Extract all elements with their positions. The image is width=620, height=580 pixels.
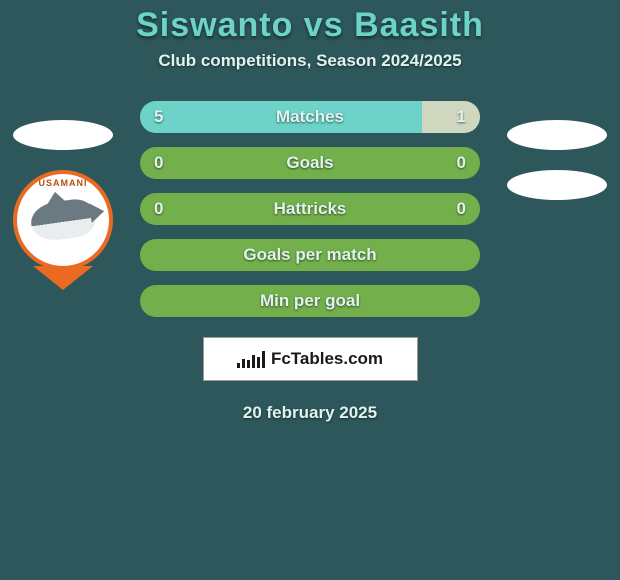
stat-right-value: 0 — [457, 153, 466, 173]
date-label: 20 february 2025 — [0, 403, 620, 423]
club-badge: USAMANI — [13, 170, 113, 280]
brand-text: FcTables.com — [271, 349, 383, 369]
page-title: Siswanto vs Baasith — [0, 6, 620, 45]
right-player-column — [502, 120, 612, 200]
brand-bar — [242, 359, 245, 368]
stat-label: Min per goal — [260, 291, 360, 311]
badge-fin-icon — [45, 190, 66, 205]
stat-fill-right — [422, 101, 480, 133]
stat-right-value: 0 — [457, 199, 466, 219]
stat-label: Goals — [286, 153, 333, 173]
brand-chart-icon — [237, 350, 265, 368]
comparison-infographic: Siswanto vs Baasith Club competitions, S… — [0, 0, 620, 580]
stat-left-value: 0 — [154, 153, 163, 173]
brand-bar — [257, 357, 260, 368]
left-ellipse-1 — [13, 120, 113, 150]
brand-bar — [262, 351, 265, 368]
badge-label: USAMANI — [17, 178, 109, 188]
stat-row: 5 1 Matches — [140, 101, 480, 133]
stat-row: 0 0 Goals — [140, 147, 480, 179]
badge-fish-icon — [29, 197, 98, 244]
badge-ring: USAMANI — [13, 170, 113, 270]
stat-label: Goals per match — [243, 245, 376, 265]
stat-left-value: 5 — [154, 107, 163, 127]
brand-bar — [237, 363, 240, 368]
brand-bar — [247, 360, 250, 368]
stat-right-value: 1 — [457, 107, 466, 127]
right-ellipse-2 — [507, 170, 607, 200]
brand-bar — [252, 355, 255, 368]
stat-row: 0 0 Hattricks — [140, 193, 480, 225]
stat-row: Min per goal — [140, 285, 480, 317]
right-ellipse-1 — [507, 120, 607, 150]
stat-label: Hattricks — [274, 199, 347, 219]
brand-box: FcTables.com — [203, 337, 418, 381]
subtitle: Club competitions, Season 2024/2025 — [0, 51, 620, 71]
stat-left-value: 0 — [154, 199, 163, 219]
stat-label: Matches — [276, 107, 344, 127]
stat-row: Goals per match — [140, 239, 480, 271]
left-player-column: USAMANI — [8, 120, 118, 280]
